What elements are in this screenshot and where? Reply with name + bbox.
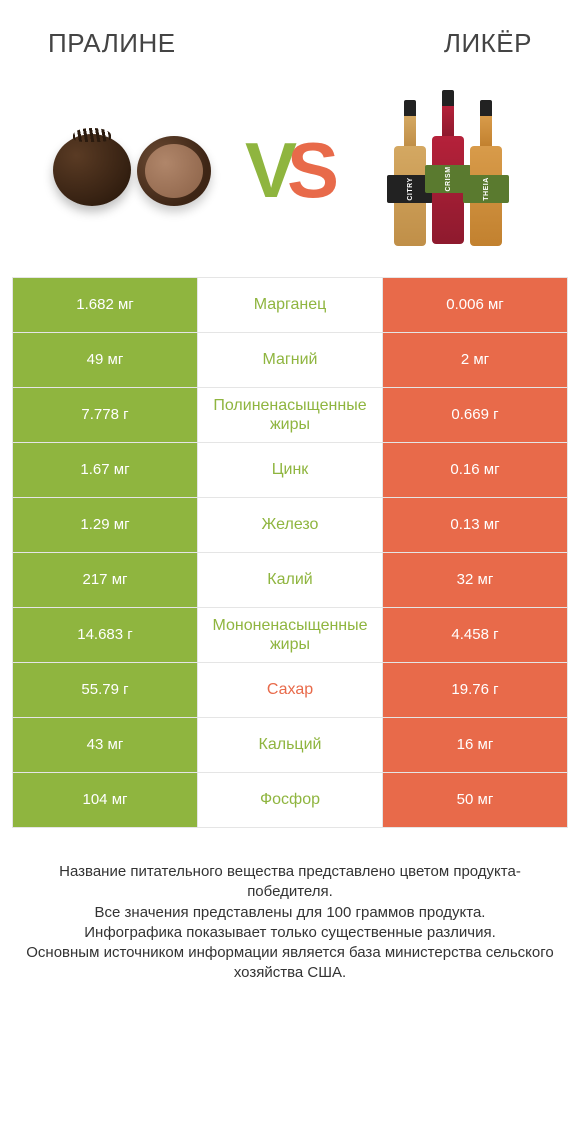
left-value-cell: 1.67 мг (13, 443, 198, 497)
left-value-cell: 14.683 г (13, 608, 198, 662)
table-row: 1.67 мгЦинк0.16 мг (13, 443, 568, 498)
header: ПРАЛИНЕ ЛИКЁР (0, 0, 580, 75)
right-value-cell: 50 мг (383, 773, 568, 827)
table-row: 14.683 гМононенасыщенные жиры4.458 г (13, 608, 568, 663)
footer-line: Основным источником информации является … (22, 943, 558, 984)
comparison-table: 1.682 мгМарганец0.006 мг49 мгМагний2 мг7… (12, 277, 568, 828)
left-value-cell: 55.79 г (13, 663, 198, 717)
bottle-icon: CITRY (392, 100, 428, 250)
nutrient-label-cell: Марганец (198, 278, 383, 332)
right-value-cell: 4.458 г (383, 608, 568, 662)
nutrient-label-cell: Цинк (198, 443, 383, 497)
table-row: 43 мгКальций16 мг (13, 718, 568, 773)
nutrient-label-cell: Калий (198, 553, 383, 607)
right-value-cell: 16 мг (383, 718, 568, 772)
footer-line: Все значения представлены для 100 граммо… (22, 903, 558, 923)
right-value-cell: 0.006 мг (383, 278, 568, 332)
left-value-cell: 217 мг (13, 553, 198, 607)
praline-whole-icon (53, 134, 131, 206)
right-value-cell: 19.76 г (383, 663, 568, 717)
vs-icon: V S (245, 125, 335, 216)
vs-v-letter: V (245, 125, 293, 216)
left-product-title: ПРАЛИНЕ (48, 28, 176, 59)
nutrient-label-cell: Сахар (198, 663, 383, 717)
left-value-cell: 7.778 г (13, 388, 198, 442)
right-value-cell: 0.669 г (383, 388, 568, 442)
nutrient-label-cell: Мононенасыщенные жиры (198, 608, 383, 662)
bottle-icon: THEIA (468, 100, 504, 250)
right-value-cell: 32 мг (383, 553, 568, 607)
left-value-cell: 1.682 мг (13, 278, 198, 332)
bottle-label: CRISM (444, 166, 451, 191)
table-row: 55.79 гСахар19.76 г (13, 663, 568, 718)
table-row: 49 мгМагний2 мг (13, 333, 568, 388)
left-value-cell: 104 мг (13, 773, 198, 827)
bottle-label: CITRY (406, 177, 413, 200)
table-row: 1.29 мгЖелезо0.13 мг (13, 498, 568, 553)
bottle-icon: CRISM (430, 90, 466, 250)
left-value-cell: 49 мг (13, 333, 198, 387)
table-row: 104 мгФосфор50 мг (13, 773, 568, 828)
right-value-cell: 2 мг (383, 333, 568, 387)
table-row: 217 мгКалий32 мг (13, 553, 568, 608)
footer-line: Название питательного вещества представл… (22, 862, 558, 903)
footer-line: Инфографика показывает только существенн… (22, 923, 558, 943)
bottle-label: THEIA (482, 177, 489, 201)
right-product-title: ЛИКЁР (444, 28, 532, 59)
table-row: 1.682 мгМарганец0.006 мг (13, 278, 568, 333)
nutrient-label-cell: Полиненасыщенные жиры (198, 388, 383, 442)
nutrient-label-cell: Фосфор (198, 773, 383, 827)
praline-cut-icon (137, 136, 211, 206)
right-product-image: CITRY CRISM THEIA (355, 75, 540, 265)
table-row: 7.778 гПолиненасыщенные жиры0.669 г (13, 388, 568, 443)
nutrient-label-cell: Магний (198, 333, 383, 387)
vs-s-letter: S (287, 125, 335, 216)
left-value-cell: 43 мг (13, 718, 198, 772)
nutrient-label-cell: Железо (198, 498, 383, 552)
left-value-cell: 1.29 мг (13, 498, 198, 552)
hero-row: V S CITRY CRISM THEIA (0, 75, 580, 265)
right-value-cell: 0.16 мг (383, 443, 568, 497)
left-product-image (40, 75, 225, 265)
footer-notes: Название питательного вещества представл… (0, 828, 580, 984)
nutrient-label-cell: Кальций (198, 718, 383, 772)
right-value-cell: 0.13 мг (383, 498, 568, 552)
